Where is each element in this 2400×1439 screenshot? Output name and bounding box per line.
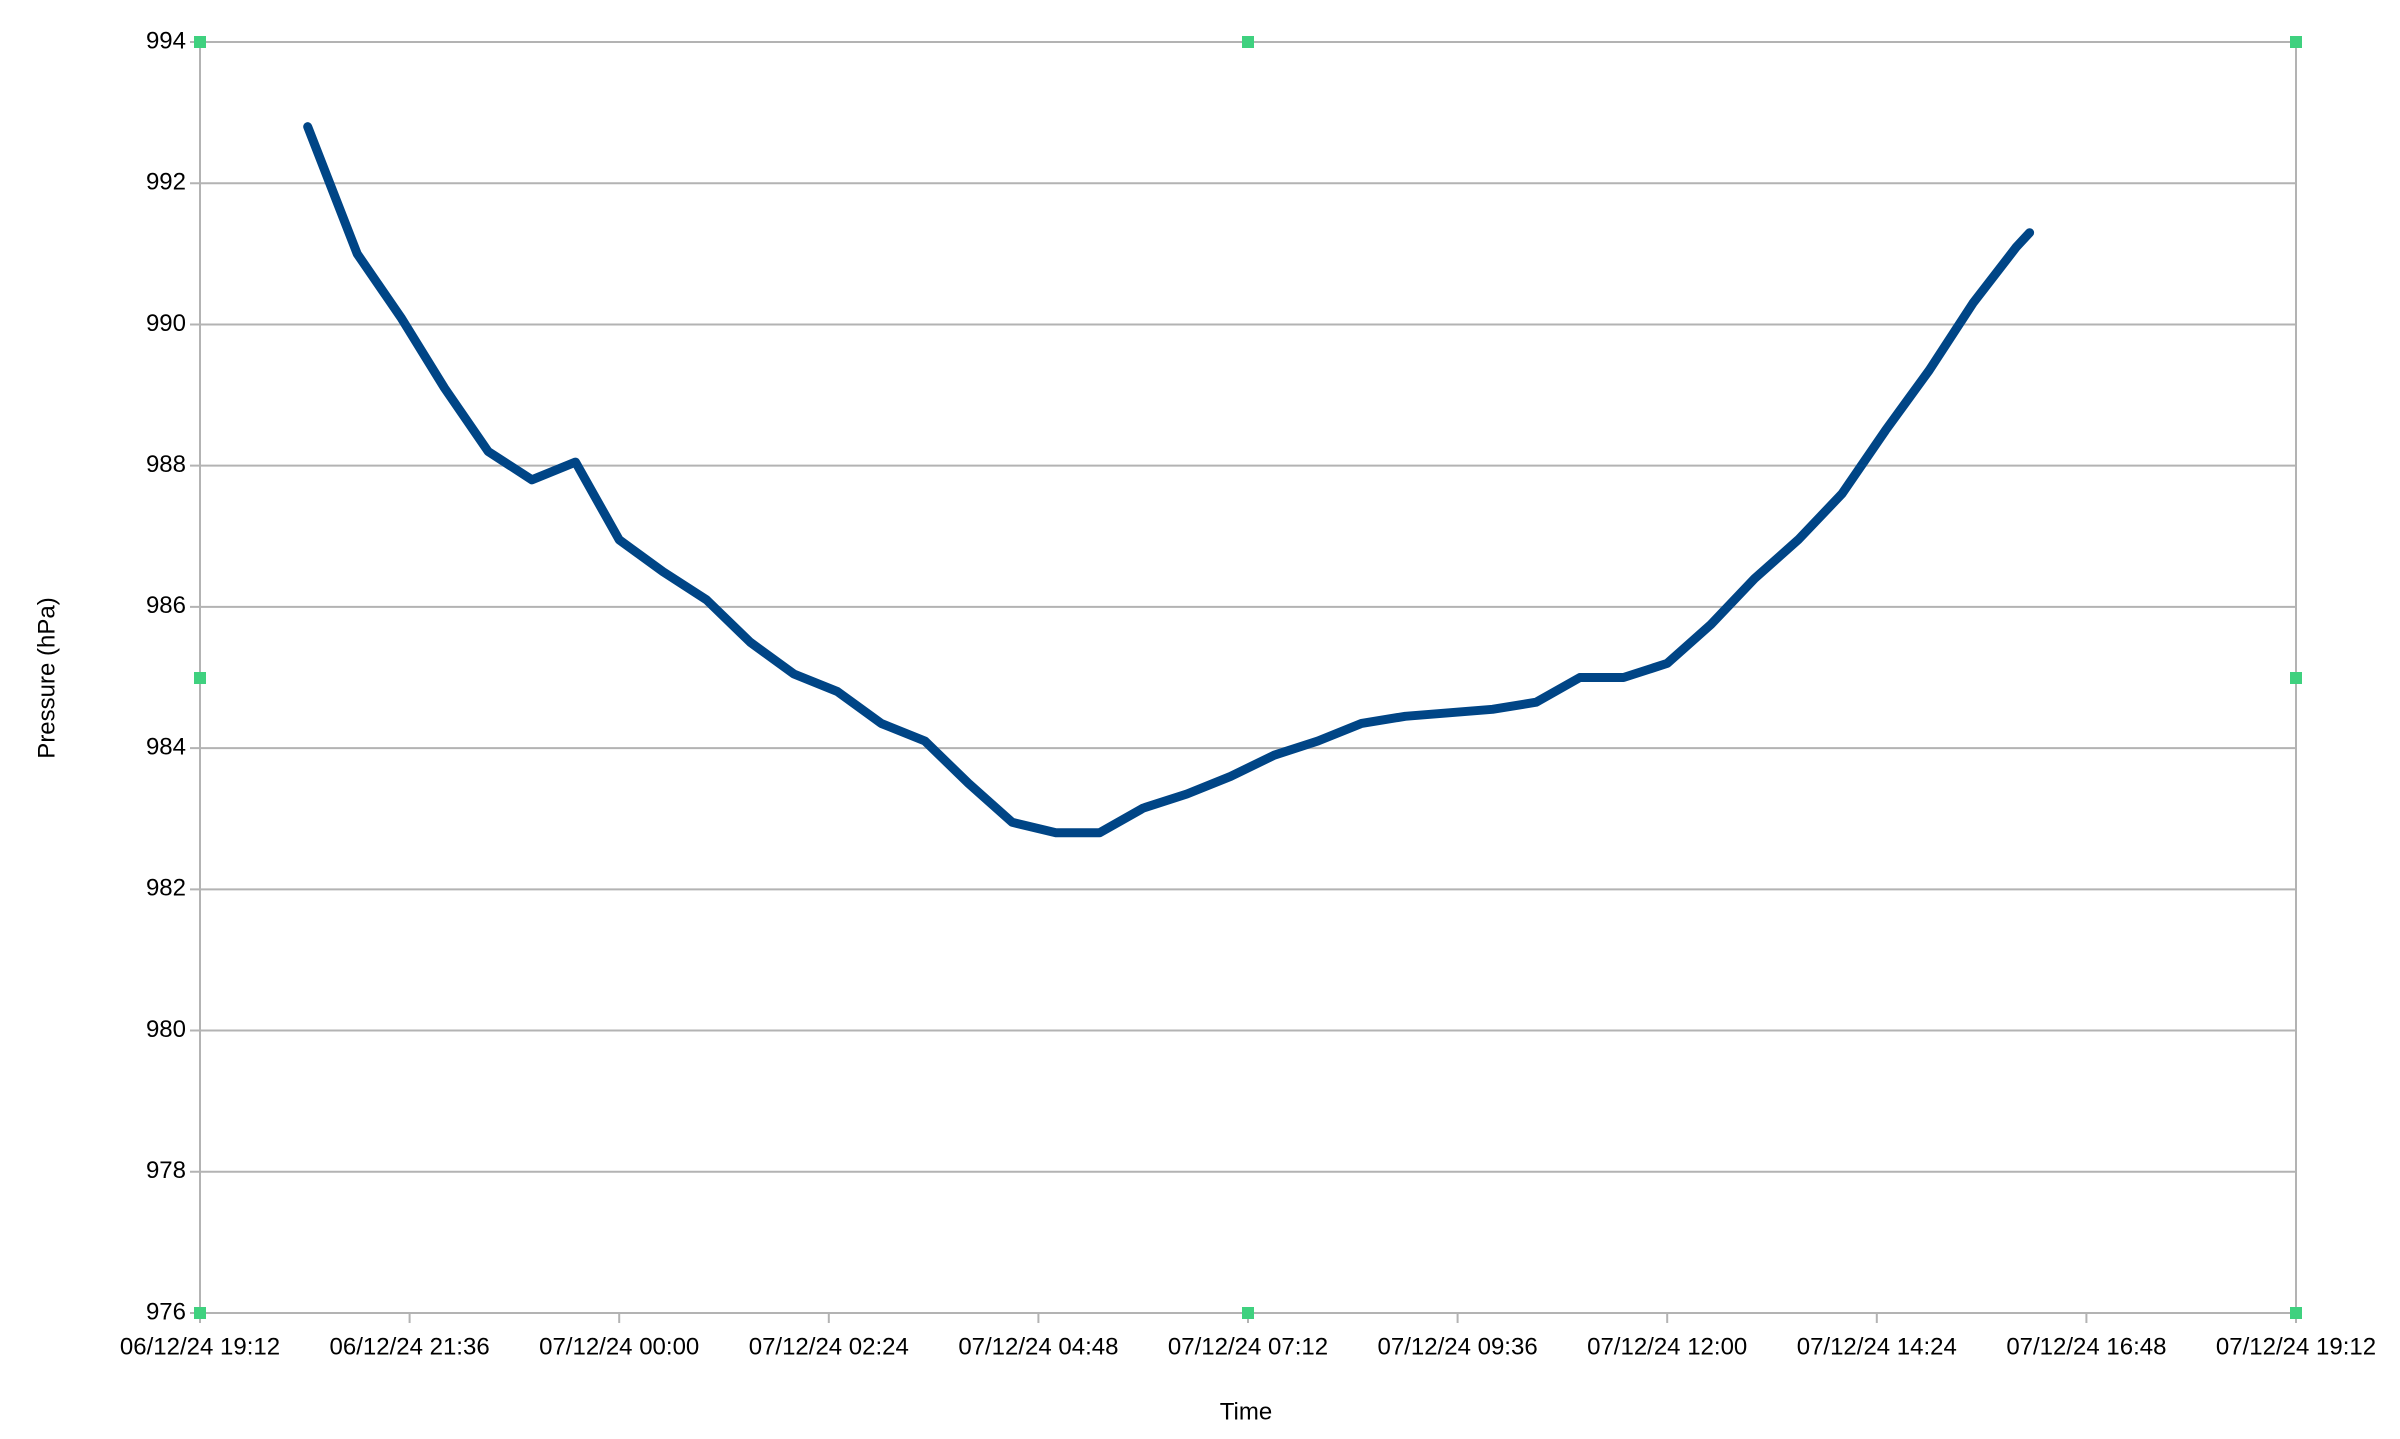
y-tick-label: 986 (146, 592, 186, 619)
y-tick-label: 994 (146, 27, 186, 54)
y-tick-label: 992 (146, 169, 186, 196)
x-tick-label: 07/12/24 00:00 (539, 1333, 699, 1360)
line-series (303, 122, 2035, 838)
x-axis-title: Time (1220, 1398, 1272, 1425)
x-tick-label: 06/12/24 21:36 (330, 1333, 490, 1360)
y-tick-label: 988 (146, 451, 186, 478)
y-tick-label: 984 (146, 733, 186, 760)
y-axis-title: Pressure (hPa) (33, 597, 60, 758)
y-tick-label: 980 (146, 1016, 186, 1043)
x-tick-label: 07/12/24 02:24 (749, 1333, 909, 1360)
y-tick-label: 990 (146, 310, 186, 337)
x-tick-label: 07/12/24 16:48 (2006, 1333, 2166, 1360)
x-tick-label: 07/12/24 04:48 (958, 1333, 1118, 1360)
y-tick-label: 982 (146, 875, 186, 902)
x-tick-label: 07/12/24 09:36 (1378, 1333, 1538, 1360)
x-tick-label: 07/12/24 07:12 (1168, 1333, 1328, 1360)
x-tick-label: 07/12/24 12:00 (1587, 1333, 1747, 1360)
x-tick-label: 07/12/24 19:12 (2216, 1333, 2376, 1360)
y-tick-label: 978 (146, 1157, 186, 1184)
selection-handles (194, 36, 2302, 1319)
x-tick-label: 06/12/24 19:12 (120, 1333, 280, 1360)
y-tick-label: 976 (146, 1298, 186, 1325)
x-tick-label: 07/12/24 14:24 (1797, 1333, 1957, 1360)
